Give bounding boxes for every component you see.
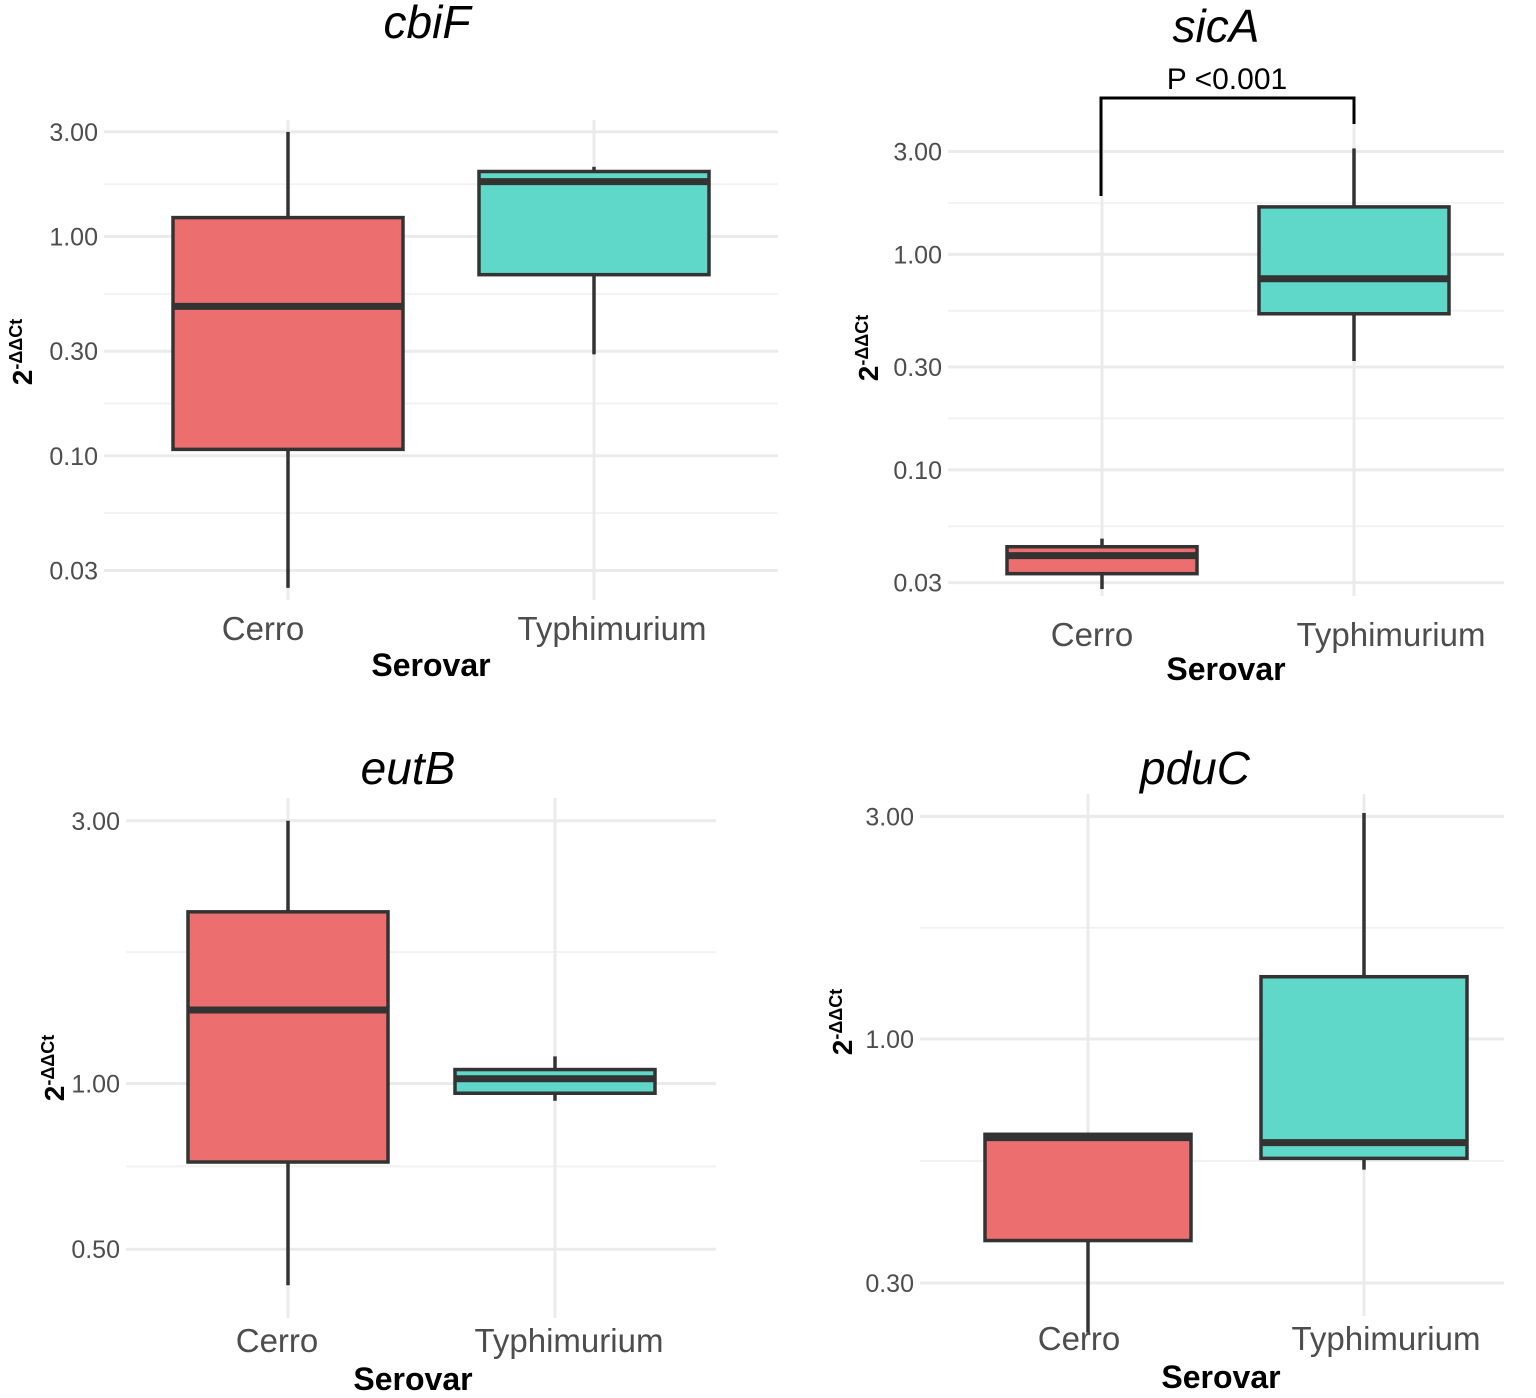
- panel-title: sicA: [1173, 0, 1260, 52]
- panel-sicA: 0.03 0.10 0.30 1.00 3.00 sicA P <0.001 Cerro…: [852, 0, 1504, 687]
- y-tick-label: 0.30: [893, 354, 942, 382]
- y-axis-label-base: 2: [827, 1040, 858, 1056]
- y-tick-label: 3.00: [865, 803, 914, 831]
- y-tick-label: 0.03: [49, 557, 98, 585]
- x-tick-label-typhimurium: Typhimurium: [1297, 616, 1486, 653]
- box-typhimurium: [1259, 813, 1469, 1170]
- grid: [948, 120, 1504, 596]
- y-axis-label: 2-ΔΔCt: [6, 319, 38, 385]
- box-iqr: [983, 1132, 1193, 1243]
- box-marks: [186, 820, 657, 1286]
- box-marks: [983, 813, 1469, 1333]
- x-tick-label-typhimurium: Typhimurium: [475, 1322, 664, 1359]
- y-axis-label-superscript: -ΔΔCt: [38, 1035, 58, 1086]
- y-axis-label-base: 2: [853, 366, 884, 382]
- y-tick-label: 0.50: [71, 1236, 120, 1264]
- x-tick-label-cerro: Cerro: [1051, 616, 1134, 653]
- box-iqr: [477, 169, 711, 277]
- y-axis-label: 2-ΔΔCt: [38, 1035, 70, 1101]
- panel-eutB: 0.50 1.00 3.00 eutB Cerro Typhimurium Sero…: [38, 742, 716, 1397]
- y-tick-labels: 0.03 0.10 0.30 1.00 3.00: [893, 138, 942, 597]
- box-iqr: [171, 215, 405, 452]
- box-iqr: [1257, 205, 1451, 316]
- x-axis-label: Serovar: [1161, 1359, 1280, 1395]
- x-tick-label-typhimurium: Typhimurium: [518, 610, 707, 647]
- x-tick-label-typhimurium: Typhimurium: [1292, 1320, 1481, 1357]
- y-tick-label: 3.00: [71, 808, 120, 836]
- y-tick-label: 3.00: [49, 119, 98, 147]
- y-axis-label-superscript: -ΔΔCt: [6, 319, 26, 370]
- box-typhimurium: [453, 1056, 657, 1101]
- box-typhimurium: [477, 166, 711, 355]
- y-tick-labels: 0.50 1.00 3.00: [71, 808, 120, 1264]
- y-tick-labels: 0.03 0.10 0.30 1.00 3.00: [49, 119, 98, 586]
- panel-cbiF: 0.03 0.10 0.30 1.00 3.00 cbiF Cerro Typhimur…: [6, 0, 778, 683]
- y-tick-label: 0.30: [865, 1270, 914, 1298]
- box-marks: [1005, 148, 1451, 590]
- box-cerro: [171, 131, 405, 588]
- box-cerro: [1005, 538, 1199, 590]
- x-tick-label-cerro: Cerro: [1038, 1320, 1121, 1357]
- y-tick-label: 0.30: [49, 338, 98, 366]
- x-tick-label-cerro: Cerro: [222, 610, 305, 647]
- y-tick-label: 0.10: [49, 443, 98, 471]
- x-tick-label-cerro: Cerro: [236, 1322, 319, 1359]
- x-axis-label: Serovar: [371, 647, 490, 683]
- y-axis-label: 2-ΔΔCt: [826, 989, 858, 1055]
- y-tick-label: 3.00: [893, 138, 942, 166]
- y-tick-labels: 0.30 1.00 3.00: [865, 803, 914, 1298]
- box-iqr: [1259, 974, 1469, 1161]
- y-axis-label-base: 2: [39, 1086, 70, 1102]
- x-axis-label: Serovar: [353, 1361, 472, 1397]
- y-axis-label-base: 2: [7, 370, 38, 386]
- y-tick-label: 1.00: [865, 1026, 914, 1054]
- panel-title: eutB: [361, 742, 456, 794]
- y-axis-label-superscript: -ΔΔCt: [826, 989, 846, 1040]
- box-iqr: [1005, 545, 1199, 576]
- box-cerro: [186, 820, 390, 1286]
- panel-pduC: 0.30 1.00 3.00 pduC Cerro Typhimurium Sero…: [826, 742, 1504, 1395]
- box-typhimurium: [1257, 148, 1451, 362]
- y-axis-label: 2-ΔΔCt: [852, 315, 884, 381]
- y-tick-label: 1.00: [71, 1070, 120, 1098]
- y-tick-label: 0.03: [893, 570, 942, 598]
- box-iqr: [186, 910, 390, 1164]
- box-marks: [171, 131, 711, 588]
- significance-label: P <0.001: [1167, 63, 1287, 96]
- y-tick-label: 1.00: [49, 224, 98, 252]
- y-axis-label-superscript: -ΔΔCt: [852, 315, 872, 366]
- significance-bracket: [1099, 96, 1356, 196]
- box-cerro: [983, 1132, 1193, 1333]
- x-axis-label: Serovar: [1166, 651, 1285, 687]
- panel-title: pduC: [1138, 742, 1251, 794]
- y-tick-label: 1.00: [893, 241, 942, 269]
- y-tick-label: 0.10: [893, 457, 942, 485]
- panel-title: cbiF: [384, 0, 474, 48]
